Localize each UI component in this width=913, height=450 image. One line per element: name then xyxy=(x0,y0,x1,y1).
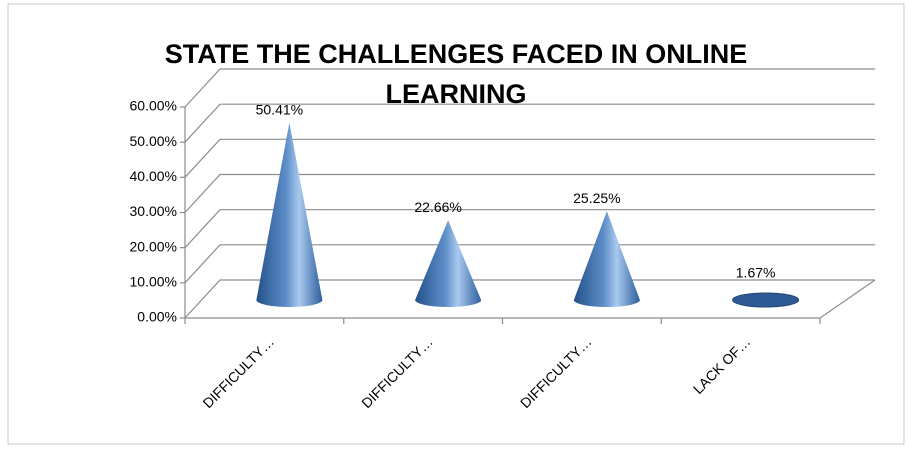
cone xyxy=(573,211,640,307)
grid-line xyxy=(184,279,875,319)
data-label: 22.66% xyxy=(414,199,461,215)
chart-title: STATE THE CHALLENGES FACED IN ONLINE LEA… xyxy=(164,39,748,109)
y-tick-label: 50.00% xyxy=(130,133,177,149)
cone xyxy=(256,122,323,308)
grid-line xyxy=(184,244,875,284)
y-tick-label: 20.00% xyxy=(130,238,177,254)
x-tick-label: DIFFICULTY… xyxy=(358,333,436,411)
y-tick-label: 30.00% xyxy=(130,203,177,219)
data-label: 50.41% xyxy=(256,101,303,117)
chart-border xyxy=(7,3,905,445)
y-tick-label: 0.00% xyxy=(137,309,177,325)
x-tick-label: LACK OF… xyxy=(690,333,754,397)
cone xyxy=(732,292,800,308)
y-tick-label: 40.00% xyxy=(130,168,177,184)
grid-line xyxy=(184,68,875,108)
data-label: 25.25% xyxy=(573,190,620,206)
grid-line xyxy=(184,209,875,249)
x-tick-label: DIFFICULTY… xyxy=(517,333,595,411)
x-tick-label: DIFFICULTY… xyxy=(199,333,277,411)
grid-line xyxy=(184,138,875,178)
data-label: 1.67% xyxy=(736,265,776,281)
y-tick-label: 60.00% xyxy=(130,98,177,114)
cone xyxy=(415,220,482,307)
grid-line xyxy=(184,173,875,213)
y-tick-label: 10.00% xyxy=(130,274,177,290)
grid-line xyxy=(184,103,875,143)
